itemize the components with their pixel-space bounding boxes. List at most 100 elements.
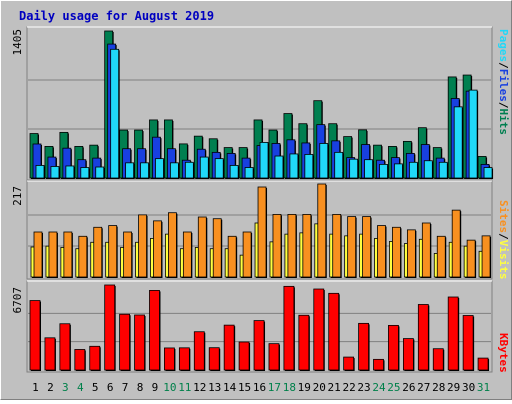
sites-bar — [212, 218, 222, 278]
kbytes-bar — [89, 345, 101, 371]
kbytes-bar — [164, 347, 175, 371]
sites-panel-legend-part: / — [497, 233, 510, 240]
day-label: 13 — [208, 381, 221, 394]
kbytes-bar — [373, 358, 384, 371]
pages-bar — [438, 161, 448, 179]
kbytes-bar — [268, 343, 280, 371]
sites-bar — [317, 183, 327, 278]
day-label: 1 — [32, 381, 39, 394]
kbytes-bar — [328, 292, 340, 371]
kbytes-bar — [149, 290, 160, 371]
kbytes-bar — [29, 300, 41, 371]
sites-bar — [153, 220, 162, 278]
sites-panel-legend-part: Sites — [497, 200, 510, 233]
kbytes-bar — [417, 304, 429, 371]
day-label: 17 — [268, 381, 281, 394]
day-label: 2 — [47, 381, 54, 394]
sites-bar — [48, 231, 58, 278]
kbytes-bar — [402, 338, 414, 371]
kbytes-bar — [178, 347, 190, 371]
sites-bar — [392, 226, 401, 278]
kbytes-bar — [223, 324, 235, 371]
sites-bar — [123, 231, 133, 278]
pages-bar — [304, 154, 314, 179]
kbytes-bar — [477, 357, 489, 371]
day-label: 29 — [447, 381, 460, 394]
day-label: 9 — [152, 381, 159, 394]
sites-bar — [93, 226, 103, 278]
hits-panel-legend-part: / — [497, 102, 510, 109]
pages-bar — [349, 158, 359, 179]
pages-bar — [483, 167, 493, 179]
kbytes-bar — [283, 285, 295, 371]
kbytes-bar — [119, 313, 131, 371]
pages-bar — [364, 159, 373, 179]
pages-bar — [125, 162, 135, 179]
sites-bar — [421, 222, 431, 278]
day-label: 12 — [193, 381, 206, 394]
day-label: 11 — [178, 381, 191, 394]
hits-panel-legend-part: Hits — [497, 109, 510, 136]
kbytes-bar — [343, 356, 355, 371]
pages-bar — [65, 165, 75, 179]
pages-bar — [319, 143, 329, 179]
pages-bar — [468, 89, 478, 179]
sites-bar — [227, 235, 237, 278]
hits-panel-legend-part: Files — [497, 69, 510, 102]
sites-bar — [481, 235, 491, 278]
kbytes-bar — [193, 331, 205, 371]
sites-bar — [242, 231, 252, 278]
pages-bar — [35, 165, 45, 179]
kbytes-bar — [134, 314, 145, 371]
sites-bar — [168, 212, 177, 278]
day-label: 5 — [92, 381, 99, 394]
day-label: 22 — [342, 381, 355, 394]
sites-bar — [63, 231, 73, 278]
kbytes-bar — [298, 314, 310, 371]
sites-bar — [182, 231, 192, 278]
sites-panel-legend: Sites/Visits — [497, 200, 510, 280]
kbytes-bar — [253, 320, 265, 371]
pages-bar — [289, 153, 299, 179]
sites-bar — [466, 239, 476, 278]
pages-bar — [199, 156, 209, 179]
kbytes-panel-legend: KBytes — [497, 333, 510, 373]
pages-bar — [423, 160, 433, 179]
pages-bar — [259, 142, 269, 179]
pages-bar — [453, 106, 463, 179]
pages-bar — [394, 163, 403, 179]
chart-title: Daily usage for August 2019 — [19, 9, 214, 23]
kbytes-bar — [388, 324, 399, 371]
pages-bar — [244, 167, 254, 179]
day-label: 8 — [137, 381, 144, 394]
kbytes-bar — [44, 337, 56, 371]
sites-bar — [302, 214, 312, 278]
kbytes-bar — [238, 341, 250, 371]
pages-bar — [379, 163, 388, 179]
pages-bar — [274, 155, 284, 179]
day-label: 18 — [283, 381, 296, 394]
day-label: 24 — [372, 381, 386, 394]
pages-bar — [140, 162, 149, 179]
day-label: 27 — [417, 381, 430, 394]
pages-bar — [408, 161, 418, 179]
day-label: 14 — [223, 381, 237, 394]
day-label: 3 — [62, 381, 69, 394]
kbytes-panel-legend-part: KBytes — [497, 333, 510, 373]
sites-bar — [362, 216, 371, 278]
sites-bar — [257, 186, 267, 278]
sites-bar — [332, 214, 342, 278]
pages-bar — [184, 161, 194, 179]
day-label: 6 — [107, 381, 114, 394]
hits-panel-legend-part: / — [497, 62, 510, 69]
kbytes-panel-ymax-label: 6707 — [11, 287, 24, 314]
day-label: 10 — [163, 381, 176, 394]
day-label: 20 — [313, 381, 326, 394]
day-label: 23 — [357, 381, 370, 394]
sites-bar — [287, 214, 297, 278]
hits-panel-legend: Pages/Files/Hits — [497, 29, 510, 135]
sites-bar — [78, 235, 88, 278]
day-label: 21 — [328, 381, 341, 394]
